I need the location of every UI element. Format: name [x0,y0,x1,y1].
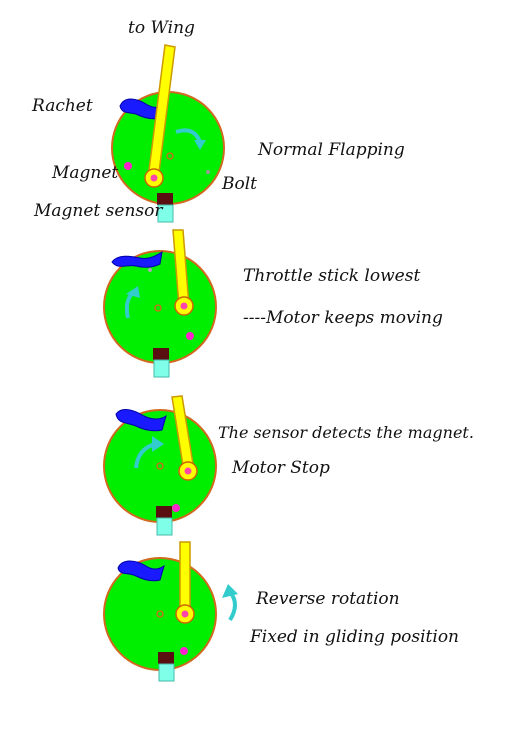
center-bolt [156,462,164,470]
label-bolt: Bolt [221,174,257,194]
sensor-body [153,359,170,378]
center-bolt [166,152,174,160]
label-magnet-sensor: Magnet sensor [33,201,163,221]
stage-sensor-detects [103,395,217,536]
magnet [180,647,188,655]
rotation-arrow-head [152,436,164,452]
rachet [117,560,165,582]
rachet [115,409,167,432]
sensor-top [158,652,174,664]
rachet [111,250,163,268]
bolt-dot [148,268,152,272]
stage-throttle-lowest [103,229,217,378]
sensor-body [157,204,174,223]
disc [103,250,217,364]
sensor-body [156,517,173,536]
reverse-arrow-head [222,584,238,598]
label-throttle-lowest: Throttle stick lowest [243,266,420,286]
rotation-arrow-head [126,286,140,298]
arm [179,541,191,615]
label-reverse-rotation: Reverse rotation [255,589,400,609]
reverse-arrow [228,590,237,622]
label-motor-stop: Motor Stop [231,458,330,478]
magnet [172,504,180,512]
magnet [124,162,132,170]
sensor-top [156,506,172,518]
rotation-arrow-head [194,140,206,150]
label-magnet: Magnet [51,163,118,183]
center-bolt [156,610,164,618]
stage-reverse-rotation [103,541,238,682]
stage-normal-flapping [111,44,225,223]
label-motor-keeps-moving: ----Motor keeps moving [243,308,443,328]
arm-pivot-center [181,610,189,618]
label-to-wing: to Wing [128,18,195,38]
bolt-dot [206,170,210,174]
arm-pivot-center [150,174,158,182]
label-rachet: Rachet [31,96,93,116]
sensor-top [157,193,173,205]
sensor-top [153,348,169,360]
arm-pivot-center [184,467,192,475]
label-fixed-gliding: Fixed in gliding position [249,627,459,647]
center-bolt [154,304,162,312]
label-normal-flapping: Normal Flapping [257,140,405,160]
arm-pivot-center [180,302,188,310]
rotation-arrow [175,128,202,143]
label-sensor-detects: The sensor detects the magnet. [218,423,474,442]
sensor-body [158,663,175,682]
magnet [186,332,194,340]
